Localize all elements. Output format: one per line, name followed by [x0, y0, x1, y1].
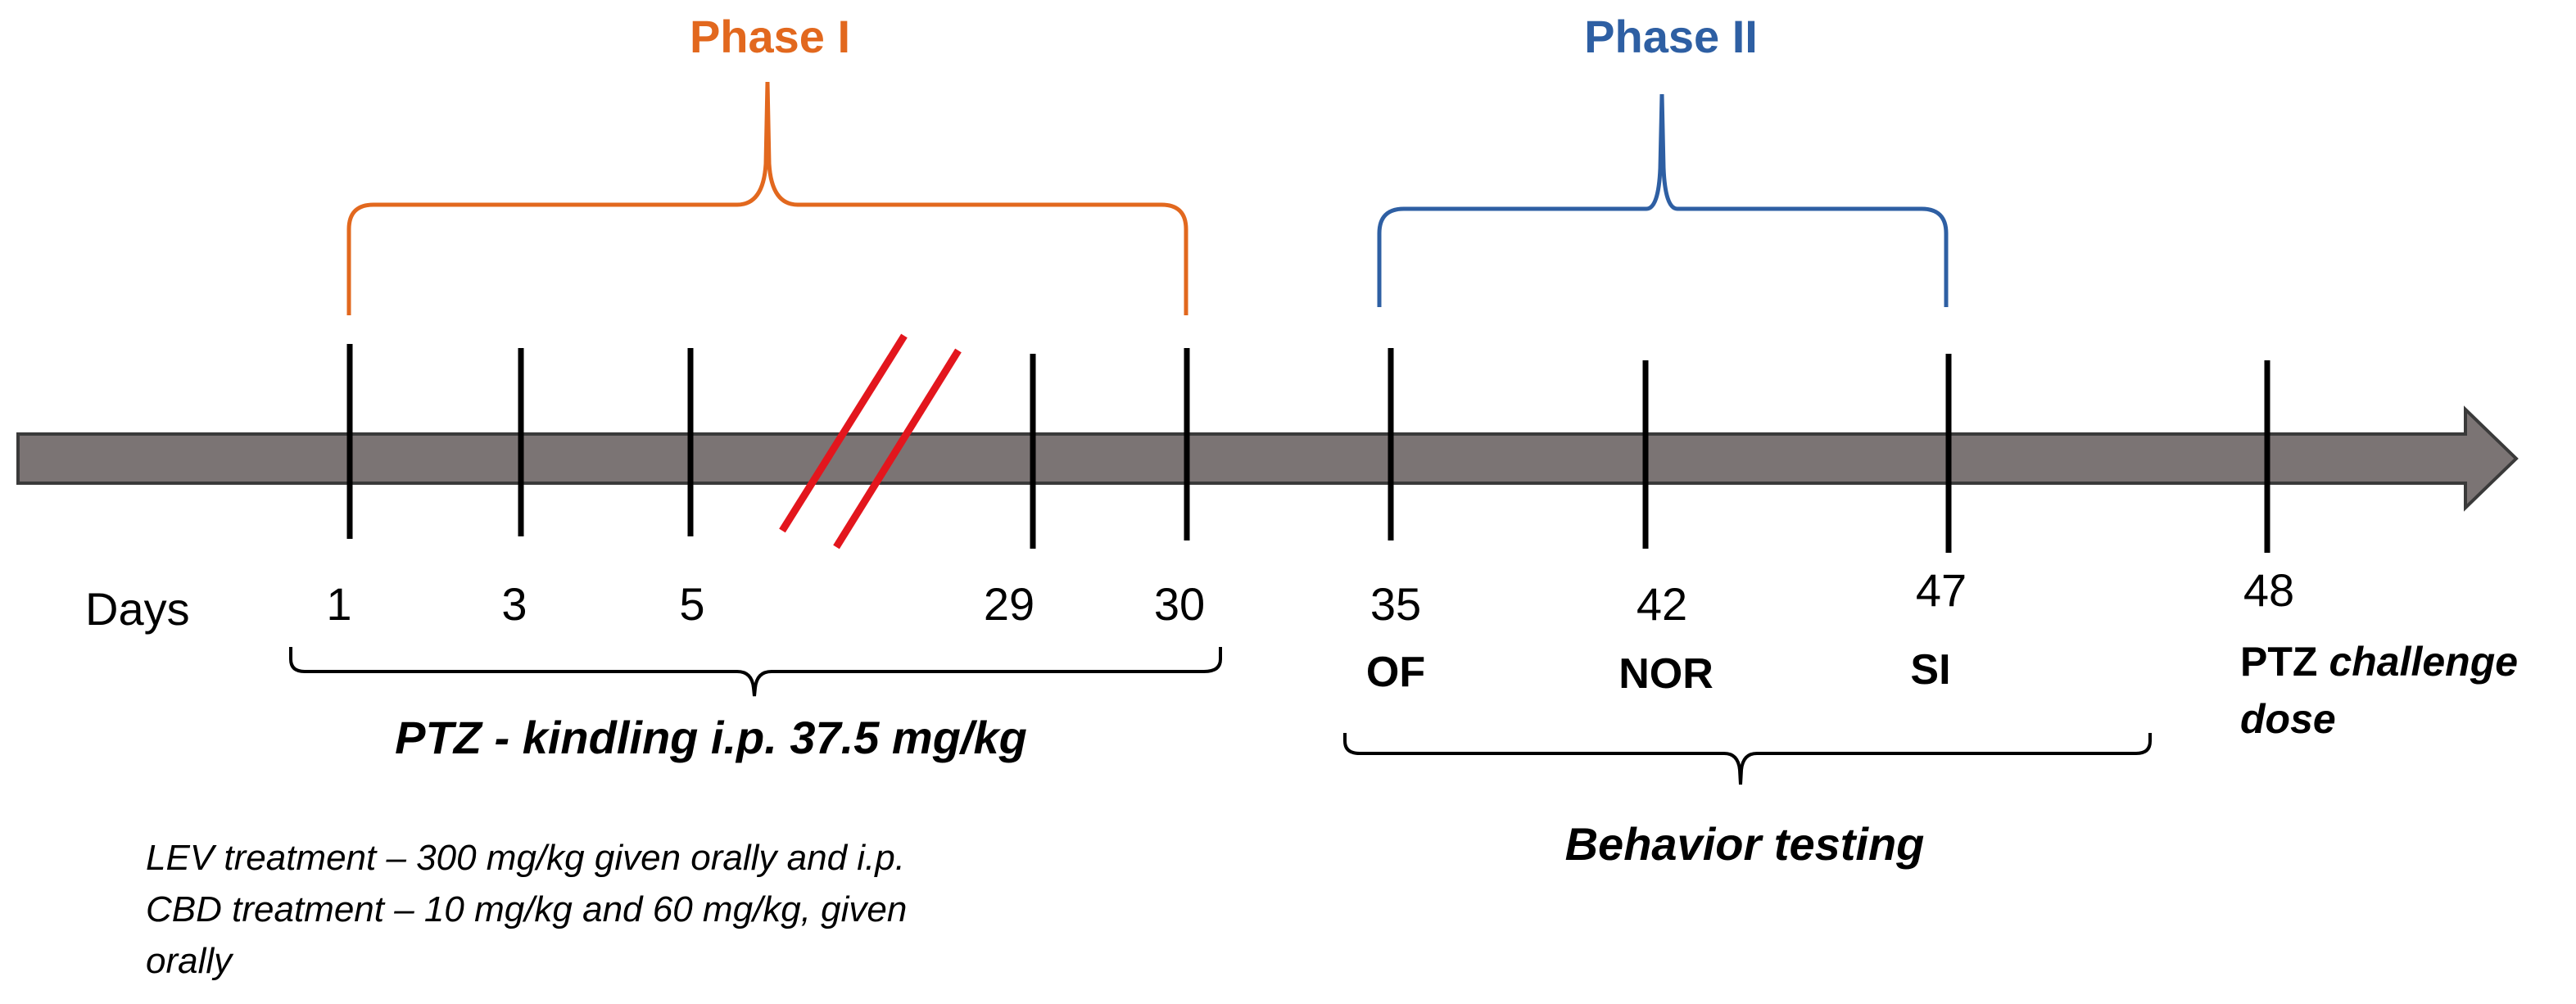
break-slash-right: [833, 348, 962, 549]
day-label-47: 47: [1916, 564, 1967, 616]
test-label-nor: NOR: [1618, 650, 1714, 698]
day-label-3: 3: [501, 578, 527, 630]
break-slash-left: [779, 333, 908, 533]
behavior-brace: [1343, 733, 2152, 785]
day-label-29: 29: [984, 578, 1034, 630]
treatment-note-cbd-cont: orally: [146, 941, 234, 981]
behavior-testing-label: Behavior testing: [1565, 818, 1925, 870]
days-label: Days: [85, 583, 190, 635]
phase-one-label: Phase I: [690, 11, 850, 62]
timeline-arrow: [16, 405, 2519, 512]
day-label-35: 35: [1370, 578, 1421, 630]
day-label-42: 42: [1637, 578, 1687, 630]
phase-two-label: Phase II: [1584, 11, 1758, 62]
phase-one-brace: [346, 81, 1188, 315]
day-label-5: 5: [679, 578, 704, 630]
challenge-bold: PTZ: [2240, 639, 2317, 685]
test-label-of: OF: [1366, 649, 1425, 696]
phase-two-brace: [1377, 93, 1949, 307]
kindling-label: PTZ - kindling i.p. 37.5 mg/kg: [395, 712, 1027, 763]
day-label-1: 1: [326, 578, 351, 630]
test-label-si: SI: [1910, 646, 1950, 694]
treatment-note-lev: LEV treatment – 300 mg/kg given orally a…: [146, 838, 905, 878]
day-label-48: 48: [2243, 564, 2294, 616]
challenge-label-line1: PTZ challenge: [2240, 639, 2518, 685]
treatment-note-cbd: CBD treatment – 10 mg/kg and 60 mg/kg, g…: [146, 889, 907, 929]
challenge-italic: challenge: [2329, 639, 2518, 685]
day-label-30: 30: [1154, 578, 1205, 630]
kindling-brace: [289, 647, 1222, 697]
challenge-label-line2: dose: [2240, 696, 2336, 742]
